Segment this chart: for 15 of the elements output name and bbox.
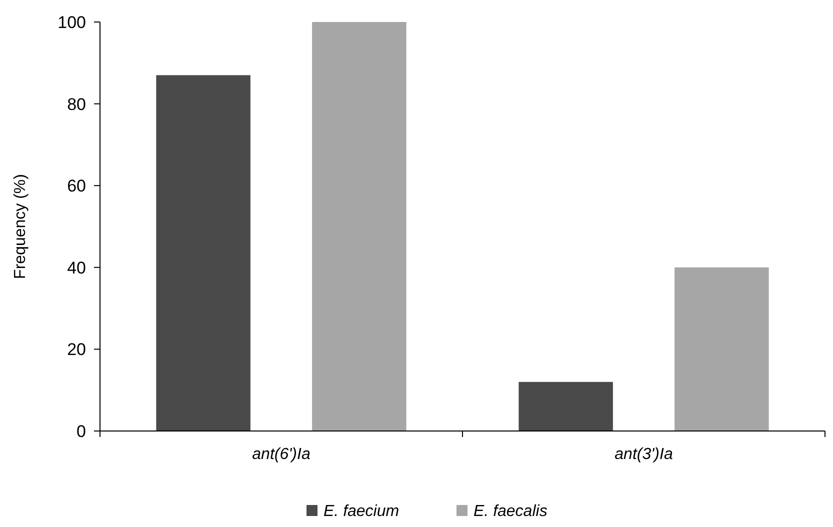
bar xyxy=(674,267,769,431)
y-tick-label: 20 xyxy=(67,340,86,360)
bar xyxy=(518,382,613,431)
bar xyxy=(156,75,250,431)
x-tick-label: ant(3')Ia xyxy=(614,446,673,463)
legend-label: E. faecium xyxy=(324,503,400,520)
y-tick-label: 100 xyxy=(58,13,86,32)
bar xyxy=(312,22,406,431)
y-tick-label: 0 xyxy=(76,422,86,441)
y-tick-label: 80 xyxy=(67,94,86,114)
y-tick-label: 40 xyxy=(67,258,86,278)
legend-label: E. faecalis xyxy=(474,503,548,520)
y-axis-title: Frequency (%) xyxy=(12,174,29,279)
x-tick-label: ant(6')Ia xyxy=(252,446,310,463)
y-tick-label: 60 xyxy=(67,176,86,196)
